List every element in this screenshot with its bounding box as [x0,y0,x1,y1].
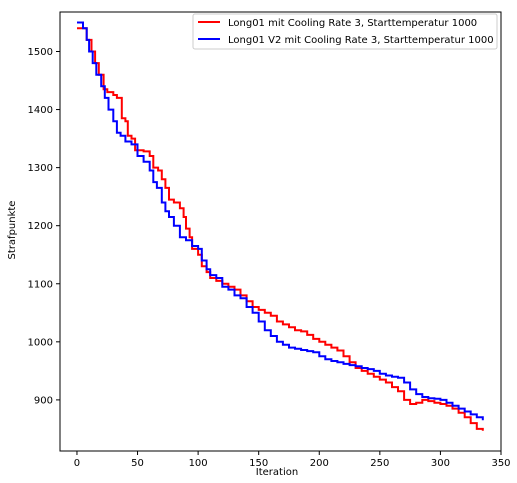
legend-label-series-1: Long01 mit Cooling Rate 3, Starttemperat… [228,18,477,29]
legend-box [192,13,498,50]
legend-label-series-2: Long01 V2 mit Cooling Rate 3, Starttempe… [228,35,494,46]
y-tick-label: 900 [34,395,53,406]
x-tick-label: 250 [370,458,389,469]
y-tick-label: 1100 [28,279,53,290]
plot-frame [59,11,502,452]
y-axis-label: Strafpunkte [7,201,18,260]
x-tick-label: 0 [74,458,80,469]
series-line-2 [77,21,484,421]
x-axis-label: Iteration [256,467,298,478]
legend: Long01 mit Cooling Rate 3, Starttemperat… [192,13,498,50]
x-tick-label: 350 [491,458,510,469]
y-tick-label: 1200 [28,221,53,232]
x-tick-label: 200 [310,458,329,469]
x-tick-label: 50 [131,458,144,469]
series-line-1 [77,27,484,431]
x-tick-label: 100 [189,458,208,469]
y-axis: 900 1000 1100 1200 1300 1400 1500 [28,47,60,406]
x-axis: 0 50 100 150 200 250 300 350 [74,451,511,469]
x-tick-label: 150 [249,458,268,469]
x-tick-label: 300 [431,458,450,469]
y-tick-label: 1300 [28,163,53,174]
plot-lines [77,21,484,431]
y-tick-label: 1000 [28,337,53,348]
y-tick-label: 1400 [28,105,53,116]
y-tick-label: 1500 [28,47,53,58]
